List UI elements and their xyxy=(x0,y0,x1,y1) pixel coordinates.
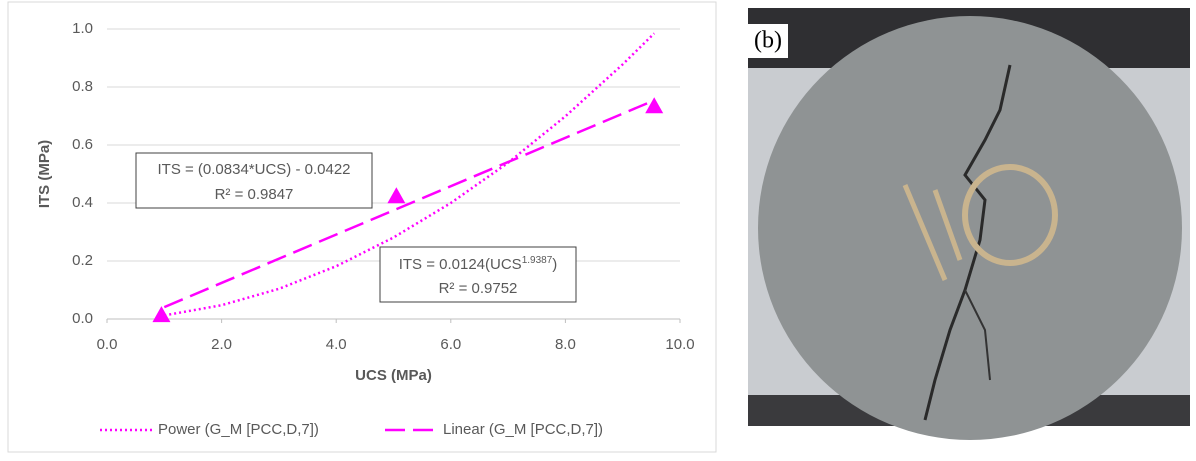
equation: ITS = 0.0124(UCS xyxy=(399,256,522,273)
trendline xyxy=(163,99,655,309)
specimen xyxy=(758,16,1182,440)
legend-label: Power (G_M [PCC,D,7]) xyxy=(158,421,319,438)
marker xyxy=(152,306,171,323)
crack-branch xyxy=(964,289,991,381)
legend-label: Linear (G_M [PCC,D,7]) xyxy=(443,421,603,438)
y-tick-label: 1.0 xyxy=(72,20,93,37)
annotation-box xyxy=(135,152,373,209)
x-tick-label: 6.0 xyxy=(440,336,461,353)
x-tick-label: 4.0 xyxy=(326,336,347,353)
y-tick-label: 0.4 xyxy=(72,194,93,211)
annotation-text: ITS = 0.0124(UCS1.9387) xyxy=(399,255,558,273)
panel-label: (b) xyxy=(754,28,782,54)
chart-frame xyxy=(7,1,717,453)
annotation-text: R² = 0.9847 xyxy=(215,186,294,203)
crack xyxy=(923,64,1012,421)
annotation-text: R² = 0.9752 xyxy=(439,280,518,297)
y-tick-label: 0.2 xyxy=(72,252,93,269)
marking xyxy=(902,184,963,281)
marking xyxy=(962,164,1058,266)
annotation-text: ITS = (0.0834*UCS) - 0.0422 xyxy=(157,161,350,178)
equation-close: ) xyxy=(552,256,557,273)
y-tick-label: 0.0 xyxy=(72,310,93,327)
x-tick-label: 2.0 xyxy=(211,336,232,353)
annotation-box xyxy=(379,246,577,303)
x-tick-label: 10.0 xyxy=(665,336,694,353)
y-tick-label: 0.8 xyxy=(72,78,93,95)
exponent: 1.9387 xyxy=(522,255,553,266)
x-tick-label: 8.0 xyxy=(555,336,576,353)
y-axis-label: ITS (MPa) xyxy=(36,140,53,208)
marker xyxy=(645,97,664,114)
label-bg xyxy=(748,24,788,58)
y-tick-label: 0.6 xyxy=(72,136,93,153)
photo: (b) xyxy=(748,8,1190,440)
x-axis-label: UCS (MPa) xyxy=(355,367,432,384)
x-tick-label: 0.0 xyxy=(97,336,118,353)
trendline xyxy=(164,32,656,317)
marker xyxy=(387,187,406,204)
